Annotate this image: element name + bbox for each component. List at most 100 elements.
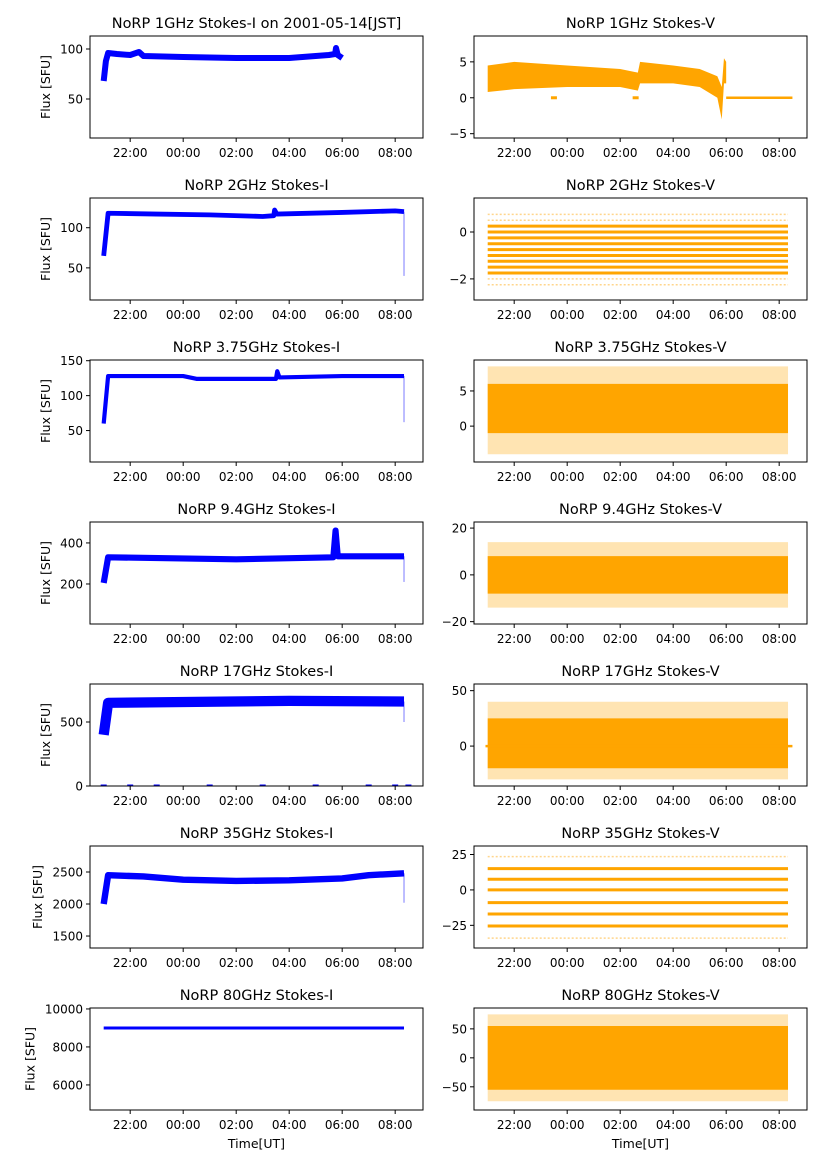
x-tick-label: 22:00 (497, 632, 532, 646)
x-tick-label: 06:00 (325, 794, 360, 808)
x-tick-label: 00:00 (166, 794, 201, 808)
y-axis-label: Flux [SFU] (38, 217, 53, 281)
y-tick-label: 0 (459, 883, 467, 897)
x-tick-label: 08:00 (762, 308, 797, 322)
plot-area (487, 1014, 789, 1102)
plot-area (485, 701, 793, 780)
x-tick-label: 02:00 (219, 794, 254, 808)
x-tick-label: 04:00 (656, 308, 691, 322)
x-tick-label: 08:00 (378, 1118, 413, 1132)
plot-area (487, 213, 789, 286)
y-tick-label: −5 (449, 127, 467, 141)
subplot-11: 22:00 00:00 02:00 04:00 06:00 08:00 1500 2000 25… (30, 826, 424, 970)
subplot-3: 22:00 00:00 02:00 04:00 06:00 08:00 50 100 NoRP … (38, 178, 424, 322)
x-tick-label: 06:00 (709, 956, 744, 970)
x-tick-label: 02:00 (219, 956, 254, 970)
x-tick-label: 00:00 (550, 146, 585, 160)
x-tick-label: 02:00 (603, 632, 638, 646)
y-tick-label: −2 (449, 272, 467, 286)
y-tick-label: 50 (68, 424, 83, 438)
y-tick-label: 0 (459, 740, 467, 754)
x-tick-label: 22:00 (497, 470, 532, 484)
data-point (365, 784, 372, 786)
subplot-title: NoRP 1GHz Stokes-I on 2001-05-14[JST] (112, 16, 402, 32)
axes-frame (89, 1007, 424, 1111)
series (487, 58, 793, 120)
x-tick-label: 22:00 (497, 1118, 532, 1132)
x-tick-label: 02:00 (219, 308, 254, 322)
x-tick-label: 08:00 (762, 956, 797, 970)
series (485, 701, 793, 780)
subplot-title: NoRP 3.75GHz Stokes-V (554, 340, 726, 356)
series (101, 369, 405, 424)
plot-area (487, 366, 789, 455)
y-tick-label: 0 (75, 780, 83, 794)
x-tick-label: 04:00 (656, 632, 691, 646)
axes-frame (89, 521, 424, 625)
subplot-title: NoRP 35GHz Stokes-V (561, 826, 719, 842)
y-axis-label: Flux [SFU] (38, 541, 53, 605)
y-tick-label: 5 (459, 384, 467, 398)
subplot-title: NoRP 3.75GHz Stokes-I (173, 340, 340, 356)
x-tick-label: 22:00 (113, 146, 148, 160)
series (100, 527, 405, 584)
x-tick-label: 04:00 (272, 470, 307, 484)
x-tick-label: 08:00 (762, 1118, 797, 1132)
x-axis-label: Time[UT] (227, 1136, 285, 1151)
x-tick-label: 02:00 (603, 1118, 638, 1132)
y-tick-label: 5 (459, 55, 467, 69)
x-tick-label: 06:00 (325, 146, 360, 160)
subplot-9: 22:00 00:00 02:00 04:00 06:00 08:00 0 500 NoRP 1… (38, 664, 424, 808)
x-tick-label: 08:00 (378, 794, 413, 808)
series (487, 213, 789, 286)
y-tick-label: −50 (442, 1080, 467, 1094)
axes-frame (473, 359, 808, 463)
subplot-title: NoRP 2GHz Stokes-I (184, 178, 328, 194)
plot-area (100, 45, 344, 82)
x-tick-label: 22:00 (113, 308, 148, 322)
axes-frame (89, 197, 424, 301)
x-tick-label: 06:00 (325, 632, 360, 646)
x-tick-label: 00:00 (550, 794, 585, 808)
subplot-7: 22:00 00:00 02:00 04:00 06:00 08:00 200 400 NoRP… (38, 502, 424, 646)
x-tick-label: 08:00 (762, 794, 797, 808)
x-axis-label: Time[UT] (611, 1136, 669, 1151)
x-tick-label: 00:00 (166, 470, 201, 484)
x-tick-label: 04:00 (656, 146, 691, 160)
x-tick-label: 02:00 (219, 470, 254, 484)
data-point (312, 784, 319, 786)
x-tick-label: 08:00 (378, 146, 413, 160)
series-line (100, 45, 344, 82)
x-tick-label: 04:00 (272, 956, 307, 970)
x-tick-label: 00:00 (550, 956, 585, 970)
x-tick-label: 02:00 (603, 146, 638, 160)
plot-area (100, 870, 405, 905)
axes-frame (89, 683, 424, 787)
x-tick-label: 22:00 (113, 794, 148, 808)
data-point (392, 784, 399, 786)
y-axis-label: Flux [SFU] (23, 1027, 38, 1091)
subplot-title: NoRP 17GHz Stokes-I (180, 664, 334, 680)
x-tick-label: 08:00 (378, 632, 413, 646)
x-tick-label: 00:00 (550, 1118, 585, 1132)
series-line (101, 207, 405, 257)
y-tick-label: 1500 (52, 930, 83, 944)
data-point (405, 784, 412, 786)
x-tick-label: 00:00 (166, 146, 201, 160)
plot-area (101, 207, 405, 276)
data-point (153, 784, 160, 786)
x-tick-label: 00:00 (550, 470, 585, 484)
x-tick-label: 04:00 (272, 1118, 307, 1132)
axes-frame (473, 683, 808, 787)
x-tick-label: 00:00 (550, 632, 585, 646)
y-tick-label: 200 (60, 577, 83, 591)
subplot-title: NoRP 35GHz Stokes-I (180, 826, 334, 842)
x-tick-label: 06:00 (709, 470, 744, 484)
y-tick-label: −25 (442, 919, 467, 933)
subplot-10: 22:00 00:00 02:00 04:00 06:00 08:00 0 50 NoRP 17… (452, 664, 808, 808)
x-tick-label: 00:00 (166, 956, 201, 970)
x-tick-label: 08:00 (378, 470, 413, 484)
subplot-2: 22:00 00:00 02:00 04:00 06:00 08:00 −5 0 5 NoRP 1… (449, 16, 808, 160)
series-line (98, 695, 405, 736)
series-line (100, 527, 405, 584)
